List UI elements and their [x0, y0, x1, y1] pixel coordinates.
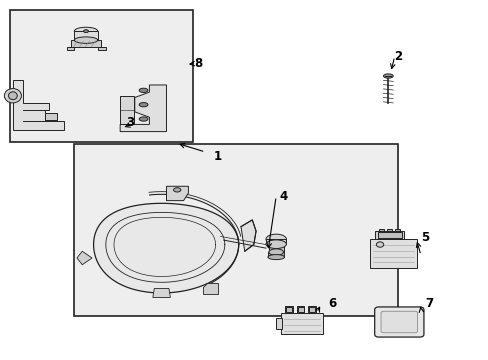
Bar: [285, 307, 291, 312]
Bar: [308, 306, 316, 313]
Bar: [281, 313, 322, 334]
Polygon shape: [241, 220, 256, 251]
Bar: [44, 113, 57, 120]
FancyBboxPatch shape: [374, 307, 423, 337]
Ellipse shape: [265, 234, 286, 244]
Polygon shape: [203, 283, 218, 294]
Ellipse shape: [267, 255, 284, 260]
Polygon shape: [120, 85, 166, 132]
Ellipse shape: [265, 240, 286, 248]
Bar: [71, 40, 101, 46]
Ellipse shape: [383, 74, 392, 78]
Bar: [374, 231, 404, 239]
Text: 5: 5: [420, 231, 428, 244]
Bar: [120, 96, 134, 125]
Ellipse shape: [74, 27, 98, 35]
Polygon shape: [93, 203, 238, 293]
Polygon shape: [13, 80, 64, 130]
Bar: [66, 46, 74, 50]
Bar: [386, 229, 391, 231]
Bar: [309, 307, 315, 312]
Ellipse shape: [8, 92, 17, 100]
Bar: [369, 239, 416, 268]
Bar: [74, 144, 397, 316]
Bar: [74, 31, 98, 40]
Bar: [276, 318, 282, 329]
Bar: [265, 239, 286, 244]
Text: 7: 7: [425, 297, 433, 310]
Ellipse shape: [139, 117, 148, 121]
Text: 6: 6: [327, 297, 336, 310]
Bar: [378, 229, 383, 231]
Ellipse shape: [74, 37, 98, 43]
Ellipse shape: [139, 103, 148, 107]
Text: 1: 1: [213, 150, 221, 163]
Text: 2: 2: [393, 50, 401, 63]
Polygon shape: [77, 251, 92, 265]
Text: 3: 3: [125, 116, 134, 129]
Bar: [285, 306, 292, 313]
Bar: [377, 232, 401, 238]
Ellipse shape: [4, 89, 21, 103]
Ellipse shape: [139, 88, 148, 93]
Ellipse shape: [376, 242, 383, 247]
Polygon shape: [153, 288, 170, 297]
Ellipse shape: [173, 188, 181, 192]
Bar: [98, 46, 105, 50]
Text: 4: 4: [279, 190, 287, 203]
Ellipse shape: [83, 30, 88, 33]
Ellipse shape: [268, 249, 283, 255]
Bar: [268, 244, 283, 252]
Polygon shape: [166, 186, 188, 201]
Bar: [394, 229, 399, 231]
FancyBboxPatch shape: [380, 311, 417, 333]
Text: 8: 8: [194, 57, 202, 70]
Bar: [297, 307, 303, 312]
Bar: [296, 306, 304, 313]
Bar: [267, 252, 284, 257]
Bar: [10, 10, 193, 142]
